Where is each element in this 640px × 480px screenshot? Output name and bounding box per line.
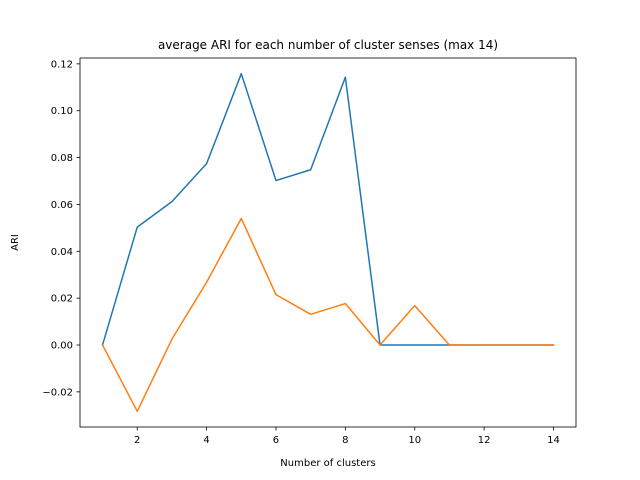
y-tick-label: 0.02 [51,294,73,305]
x-tick-label: 2 [134,435,140,446]
y-axis-label: ARI [10,234,21,251]
x-tick-label: 14 [547,435,560,446]
chart-title: average ARI for each number of cluster s… [158,38,498,52]
x-axis-label: Number of clusters [280,458,375,469]
x-tick-label: 8 [342,435,348,446]
y-tick-label: −0.02 [42,387,73,398]
y-tick-label: 0.08 [51,153,73,164]
y-tick-label: 0.10 [51,106,73,117]
x-axis: 2 4 6 8 10 12 14 [134,427,560,446]
y-tick-label: 0.06 [51,200,73,211]
y-axis: −0.02 0.00 0.02 0.04 0.06 0.08 0.10 0.12 [42,59,80,398]
plot-frame [79,57,577,428]
x-tick-label: 6 [273,435,279,446]
y-tick-label: 0.12 [51,59,73,70]
y-tick-label: 0.00 [51,341,73,352]
y-tick-label: 0.04 [51,247,73,258]
series-layer [101,72,555,413]
x-tick-label: 12 [478,435,491,446]
series-line-2 [101,217,555,413]
plot-area [80,58,576,427]
x-tick-label: 4 [203,435,209,446]
x-tick-label: 10 [408,435,421,446]
